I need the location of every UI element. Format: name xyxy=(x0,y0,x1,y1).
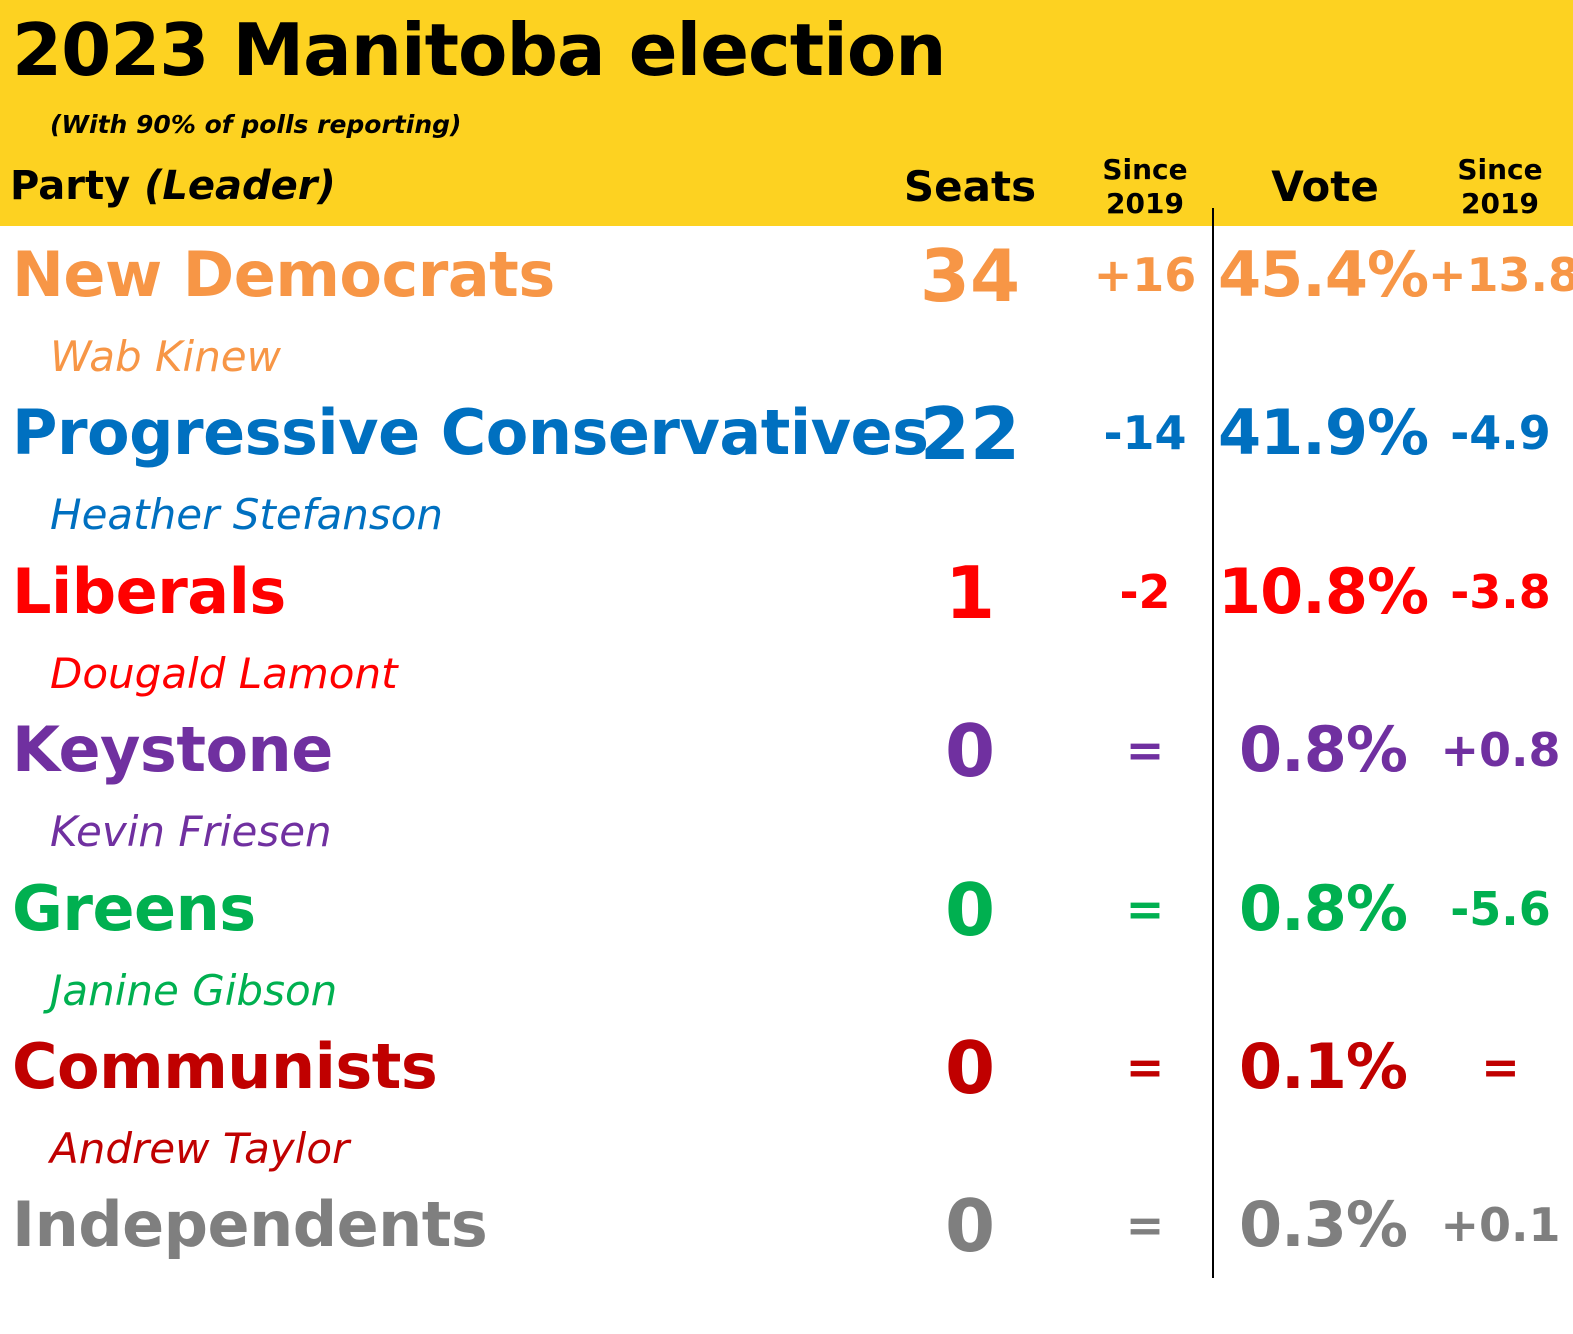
seats-change-value: = xyxy=(1125,1040,1165,1094)
party-name: Progressive Conservatives xyxy=(12,396,929,470)
seats-value: 0 xyxy=(944,1184,996,1269)
vote-value: 0.8% xyxy=(1239,871,1408,945)
page-subtitle: (With 90% of polls reporting) xyxy=(50,110,462,139)
vote-change-value: -3.8 xyxy=(1450,564,1551,619)
column-header-leader-label: (Leader) xyxy=(144,163,336,209)
seats-change-value: = xyxy=(1125,723,1165,778)
seats-change-value: +16 xyxy=(1093,248,1197,302)
seats-value: 34 xyxy=(919,234,1021,318)
table-row: Progressive Conservatives Heather Stefans… xyxy=(0,384,1573,542)
leader-name: Wab Kinew xyxy=(50,332,281,381)
leader-name: Andrew Taylor xyxy=(50,1124,350,1173)
vote-value: 10.8% xyxy=(1218,554,1429,628)
leader-name: Dougald Lamont xyxy=(50,648,398,698)
party-name: Greens xyxy=(12,871,256,945)
vote-value: 0.1% xyxy=(1239,1030,1408,1103)
seats-change-value: = xyxy=(1125,881,1165,936)
table-row: Greens Janine Gibson 0 = 0.8% -5.6 xyxy=(0,860,1573,1018)
table-row: New Democrats Wab Kinew 34 +16 45.4% +13.8 xyxy=(0,226,1573,384)
column-header-vote: Vote xyxy=(1271,162,1379,211)
column-header-party: Party (Leader) xyxy=(10,166,336,206)
vote-value: 41.9% xyxy=(1218,396,1429,470)
column-header-vote-since-text: Since 2019 xyxy=(1457,153,1543,220)
column-divider-top xyxy=(1212,208,1214,226)
party-name: Independents xyxy=(12,1188,488,1262)
seats-change-value: -14 xyxy=(1103,406,1187,461)
table-row: Independents 0 = 0.3% +0.1 xyxy=(0,1176,1573,1334)
column-header-party-label: Party xyxy=(10,163,145,209)
table-row: Liberals Dougald Lamont 1 -2 10.8% -3.8 xyxy=(0,543,1573,701)
seats-value: 0 xyxy=(944,867,996,952)
vote-change-value: +0.1 xyxy=(1440,1198,1561,1253)
leader-name: Kevin Friesen xyxy=(50,807,332,857)
column-header-seats-since: Since 2019 xyxy=(1080,153,1210,220)
vote-value: 0.8% xyxy=(1239,713,1408,787)
seats-change-value: -2 xyxy=(1119,564,1171,619)
leader-name: Janine Gibson xyxy=(50,965,338,1015)
header-banner: 2023 Manitoba election (With 90% of poll… xyxy=(0,0,1573,226)
seats-change-value: = xyxy=(1125,1198,1165,1253)
seats-value: 0 xyxy=(944,1026,996,1110)
table-row: Keystone Kevin Friesen 0 = 0.8% +0.8 xyxy=(0,701,1573,859)
vote-change-value: -4.9 xyxy=(1450,406,1551,461)
column-header-vote-since: Since 2019 xyxy=(1430,153,1570,220)
vote-change-value: +13.8 xyxy=(1428,248,1573,302)
vote-value: 45.4% xyxy=(1218,238,1429,311)
vote-change-value: -5.6 xyxy=(1450,881,1551,936)
vote-value: 0.3% xyxy=(1239,1188,1408,1262)
party-name: Liberals xyxy=(12,554,286,628)
vote-change-value: = xyxy=(1481,1040,1520,1094)
table-row: Communists Andrew Taylor 0 = 0.1% = xyxy=(0,1018,1573,1176)
seats-value: 1 xyxy=(944,550,996,635)
party-name: New Democrats xyxy=(12,238,555,311)
page-title: 2023 Manitoba election xyxy=(12,8,947,92)
column-divider xyxy=(1212,226,1214,1278)
seats-value: 22 xyxy=(919,392,1021,477)
column-header-seats-since-text: Since 2019 xyxy=(1102,153,1188,220)
party-name: Communists xyxy=(12,1030,438,1103)
party-name: Keystone xyxy=(12,713,333,787)
leader-name: Heather Stefanson xyxy=(50,490,444,540)
seats-value: 0 xyxy=(944,709,996,794)
vote-change-value: +0.8 xyxy=(1440,723,1561,778)
column-header-seats: Seats xyxy=(903,162,1037,211)
